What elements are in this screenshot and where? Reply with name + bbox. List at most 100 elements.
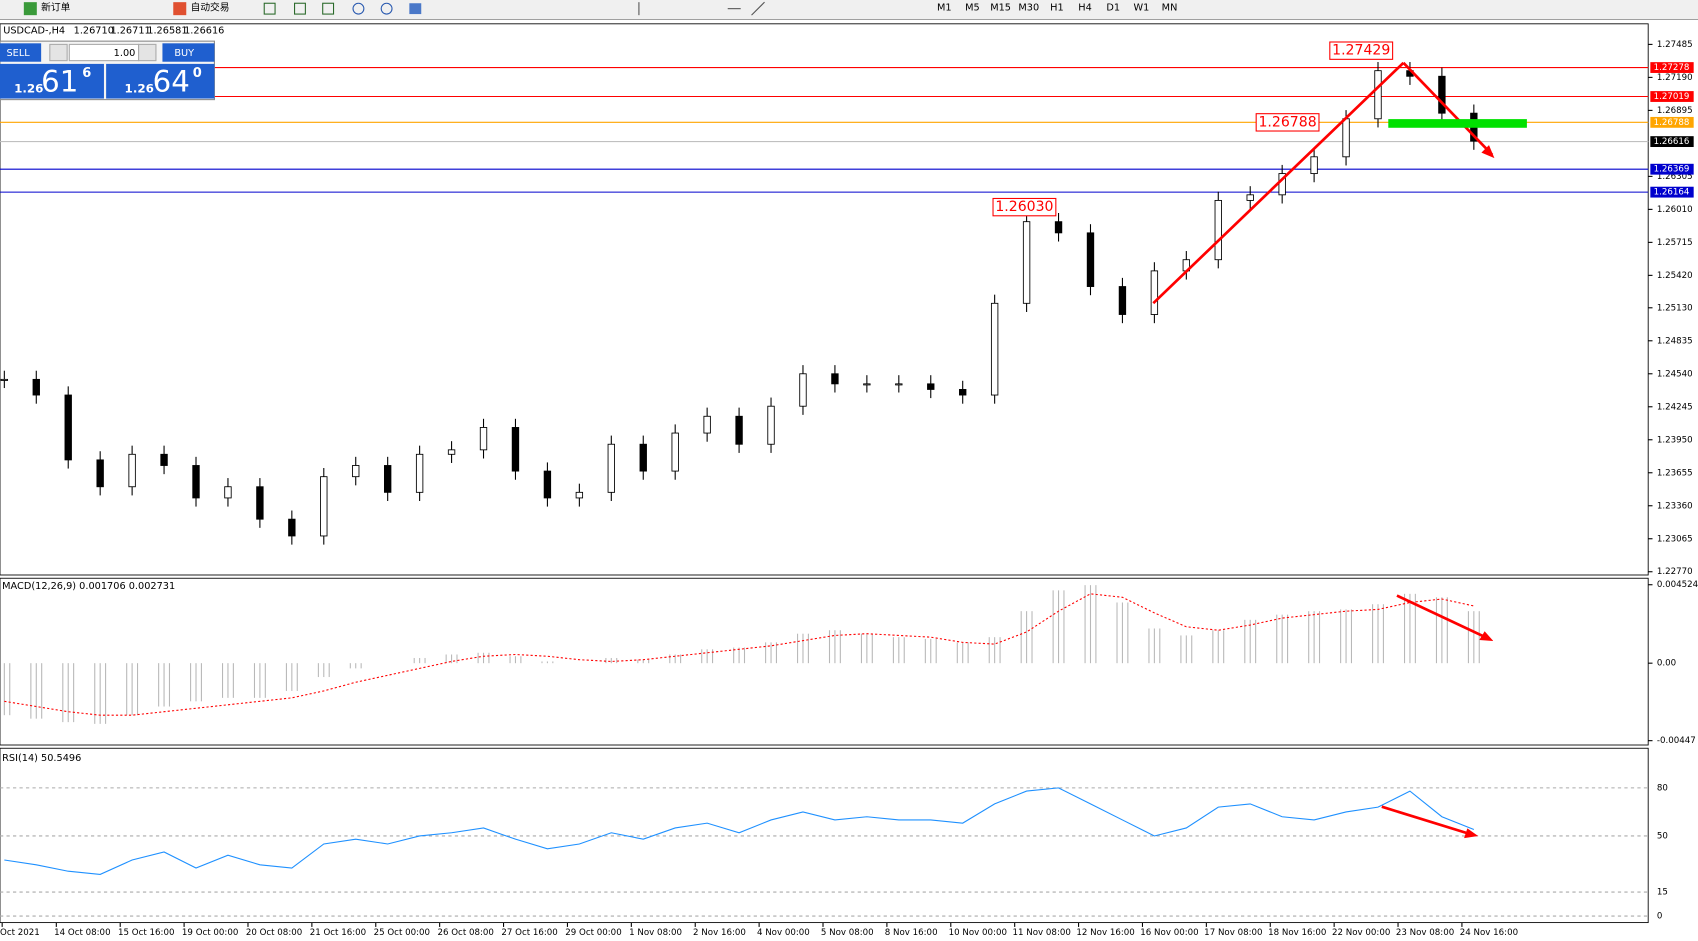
rsi-tick-label: 50 [1657,831,1668,841]
time-tick-label: 10 Nov 00:00 [949,928,1007,938]
timeframe-button[interactable]: M1 [937,3,952,14]
time-tick-label: 24 Nov 16:00 [1460,928,1518,938]
macd-pane [0,577,1649,746]
arrow-head [1464,828,1479,839]
timeframe-button[interactable]: M15 [990,3,1011,14]
time-tick-label: 22 Nov 00:00 [1332,928,1390,938]
price-level-label: 1.26164 [1654,188,1690,198]
rsi-tick-label: 0 [1657,912,1663,922]
candle-body [1246,194,1254,201]
zoom-in[interactable] [352,2,365,15]
candle-body [895,383,903,386]
time-tick-label: 1 Nov 08:00 [629,928,682,938]
time-tick-label: 15 Oct 16:00 [118,928,174,938]
time-tick-label: 18 Nov 16:00 [1268,928,1326,938]
timeframe-button[interactable]: M30 [1018,3,1039,14]
autotrade-button[interactable]: 自动交易 [191,1,230,14]
time-tick-label: 23 Nov 08:00 [1396,928,1454,938]
ohlc-open: 1.26710 [74,25,114,36]
lot-value[interactable]: 1.00 [114,48,136,59]
autotrade-icon[interactable] [173,2,187,16]
ohlc-close: 1.26616 [184,25,224,36]
macd-tick-label: 0.00 [1657,659,1676,669]
price-level-tag [1650,116,1694,128]
candle-body [831,373,839,385]
candle-body [639,443,647,472]
price-tick-label: 1.26895 [1657,106,1693,116]
candle-body [735,415,743,445]
bid-box[interactable] [0,63,104,99]
time-tick-label: 19 Oct 00:00 [182,928,238,938]
time-tick-label: 2 Nov 16:00 [693,928,746,938]
support-zone [1388,119,1527,128]
price-annotation: 1.26030 [995,199,1053,215]
rsi-label: RSI(14) 50.5496 [2,753,81,764]
timeframe-button[interactable]: W1 [1133,3,1149,14]
price-tick-label: 1.24245 [1657,402,1693,412]
time-tick-label: 16 Nov 00:00 [1140,928,1198,938]
candle-body [607,443,615,493]
candle-body [128,453,136,488]
candle-body [1374,70,1382,120]
user-drawings [1152,61,1527,839]
candle-body [96,459,104,488]
lot-up[interactable] [138,43,157,62]
macd-label: MACD(12,26,9) 0.001706 0.002731 [2,581,175,592]
macd-tick-label: 0.004524 [1657,580,1698,590]
macd-arrow [1396,594,1490,641]
ask-big: 64 [153,64,190,98]
timeframe-button[interactable]: D1 [1106,3,1120,14]
price-tick-label: 1.22770 [1657,567,1693,577]
tool-icon[interactable] [322,2,335,15]
candle-body [160,453,168,466]
timeframe-button[interactable]: H4 [1078,3,1092,14]
candle-body [1054,221,1063,234]
price-level-label: 1.26616 [1654,137,1690,147]
ask-box[interactable] [106,63,215,99]
time-tick-label: 11 Nov 08:00 [1013,928,1071,938]
buy-button[interactable] [162,43,215,62]
bid-prefix: 1.26 [14,81,43,95]
timeframe-button[interactable]: H1 [1050,3,1064,14]
drawing-tools [263,1,765,16]
trend-arrow [1152,61,1405,305]
tool-icon[interactable] [294,2,306,15]
time-tick-label: 26 Oct 08:00 [437,928,493,938]
price-level-label: 1.26788 [1654,118,1690,128]
candle-body [799,373,807,407]
rsi-line [4,787,1475,875]
main-pane [0,23,1649,576]
price-tick-label: 1.25420 [1657,271,1693,281]
sell-button[interactable] [0,43,42,62]
zoom-out[interactable] [380,2,393,15]
ohlc-low: 1.26581 [147,25,187,36]
sell-label[interactable]: SELL [6,48,30,59]
ohlc-high: 1.26711 [110,25,150,36]
trendline-tool[interactable] [751,1,765,16]
lot-down[interactable] [49,43,68,62]
candle-body [959,389,967,396]
candle-body [543,470,552,499]
time-tick-label: 14 Oct 08:00 [54,928,110,938]
macd-tick-label: -0.00447 [1657,736,1696,746]
new-order-icon[interactable] [23,2,37,16]
new-order-button[interactable]: 新订单 [41,1,70,14]
time-tick-label: 21 Oct 16:00 [310,928,366,938]
buy-label[interactable]: BUY [174,48,194,59]
candle-body [1022,221,1031,304]
candle-body [32,378,40,396]
price-level-label: 1.26369 [1654,165,1690,175]
arrow-head [1479,631,1494,642]
time-tick-label: 8 Nov 16:00 [885,928,938,938]
rsi-tick-label: 80 [1657,783,1668,793]
timeframe-button[interactable]: M5 [965,3,980,14]
candle-body [1342,118,1350,158]
tile-windows[interactable] [409,3,422,15]
timeframe-button[interactable]: MN [1162,3,1178,14]
tool-icon[interactable] [263,2,276,15]
candle-body [703,415,711,434]
toolbar [0,0,1698,20]
price-tick-label: 1.27190 [1657,73,1693,83]
price-level-tag [1650,91,1694,102]
